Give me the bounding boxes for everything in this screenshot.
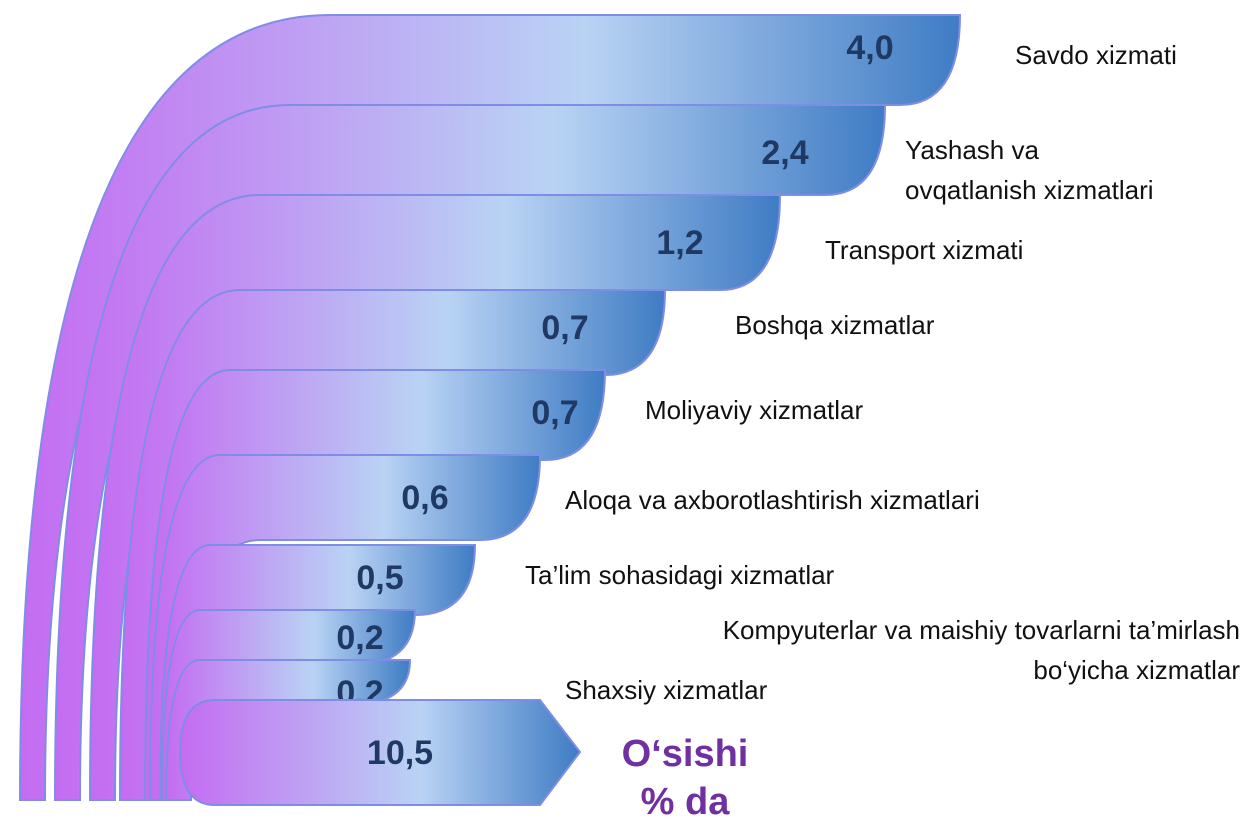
category-label: Boshqa xizmatlar — [735, 310, 935, 340]
value-label: 4,0 — [846, 29, 893, 67]
category-label: Moliyaviy xizmatlar — [645, 395, 864, 425]
total-caption: O‘sishi % da — [621, 733, 749, 823]
category-label: Savdo xizmati — [1015, 40, 1177, 70]
category-label: Yashash va ovqatlanish xizmatlari — [905, 135, 1154, 205]
value-label: 1,2 — [656, 224, 703, 262]
value-label: 0,6 — [401, 479, 448, 517]
category-label: Ta’lim sohasidagi xizmatlar — [525, 560, 835, 590]
value-label: 0,5 — [356, 559, 403, 597]
category-label: Shaxsiy xizmatlar — [565, 675, 768, 705]
value-label: 2,4 — [761, 134, 808, 172]
category-label: Kompyuterlar va maishiy tovarlarni ta’mi… — [722, 615, 1240, 685]
band — [53, 104, 887, 801]
total-label: 10,5 — [367, 734, 433, 772]
value-label: 0,7 — [531, 394, 578, 432]
band — [88, 194, 782, 801]
band — [18, 14, 962, 801]
category-label: Aloqa va axborotlashtirish xizmatlari — [565, 485, 980, 515]
category-label: Transport xizmati — [825, 235, 1024, 265]
total-shape — [178, 699, 582, 806]
value-label: 0,2 — [336, 619, 383, 657]
value-label: 0,7 — [541, 309, 588, 347]
